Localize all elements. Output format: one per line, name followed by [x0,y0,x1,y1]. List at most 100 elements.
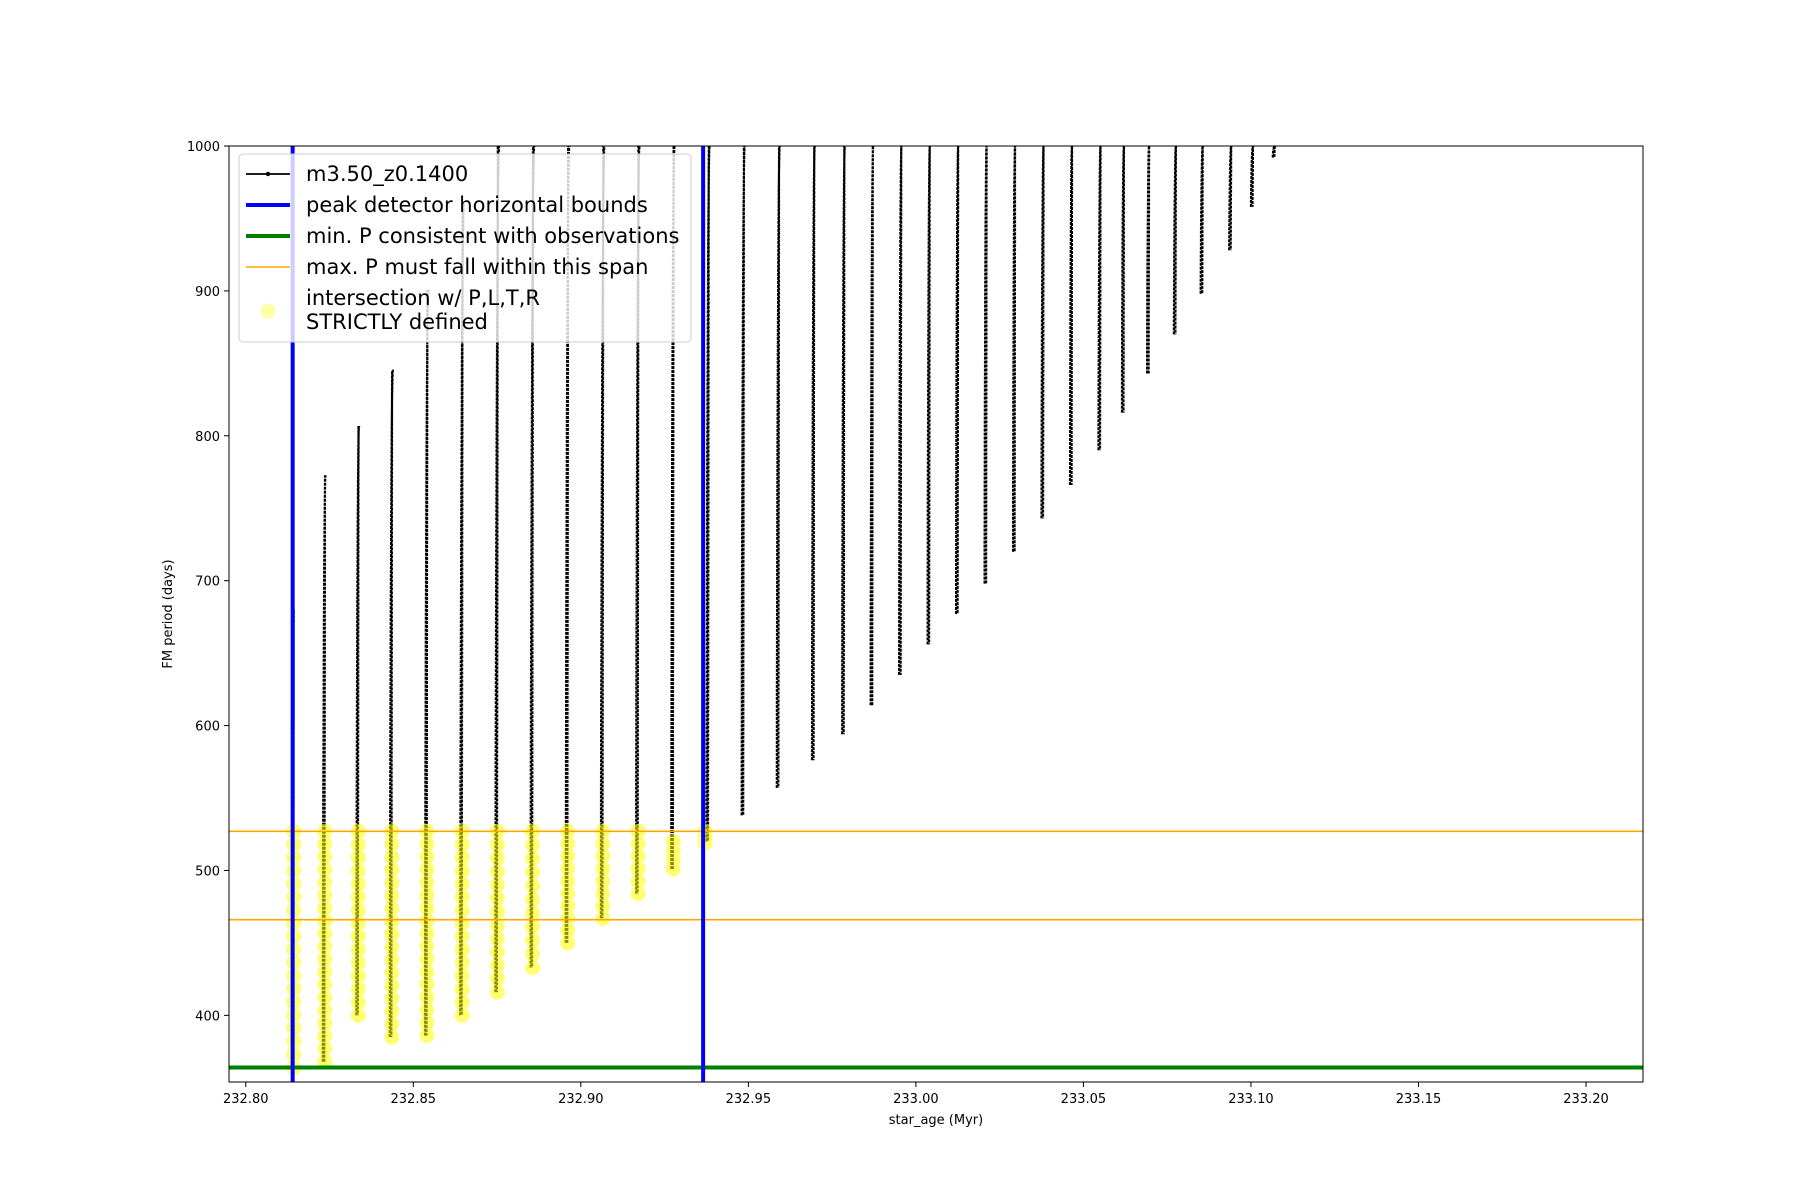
intersection-point [419,1028,435,1044]
intersection-point [419,836,435,852]
intersection-point [419,1015,435,1031]
y-tick-label-2: 600 [195,720,220,735]
intersection-point [454,902,470,918]
intersection-point [595,848,611,864]
intersection-point [317,1028,333,1044]
intersection-point [525,932,541,948]
intersection-point [317,990,333,1006]
legend-label-1: peak detector horizontal bounds [306,193,648,217]
intersection-point [525,960,541,975]
pulse-line-28 [1172,146,1178,335]
intersection-point [384,939,400,955]
intersection-point [419,913,435,929]
y-tick-label-4: 800 [195,430,220,445]
intersection-point [350,915,366,931]
intersection-point [489,837,505,853]
intersection-point [317,1003,333,1018]
intersection-point [489,931,505,947]
intersection-point [384,849,400,865]
intersection-point [630,836,646,852]
y-tick-label-6: 1000 [187,140,220,155]
intersection-point [350,955,366,971]
pulse-line-32 [1271,146,1276,158]
intersection-point [350,863,366,879]
intersection-cluster-10 [630,823,646,902]
intersection-point [630,848,646,864]
intersection-point [419,874,435,890]
intersection-point [489,957,505,973]
intersection-point [454,876,470,892]
intersection-point [350,876,366,892]
intersection-point [489,944,505,960]
intersection-point [595,873,611,889]
intersection-point [317,875,333,890]
intersection-point [350,994,366,1010]
intersection-point [317,977,333,993]
intersection-point [454,837,470,852]
pulse-line-12 [705,146,711,842]
plot-frame [228,145,1644,1083]
intersection-point [595,885,611,901]
intersection-point [560,836,576,852]
intersection-point [630,861,646,877]
intersection-point [489,850,505,866]
legend-label-4: intersection w/ P,L,T,R [306,286,540,310]
axis-ticks: 232.80 232.85 232.90 232.95 233.00 233.05 233.… [187,140,1609,1107]
x-tick-label-5: 233.05 [1061,1092,1107,1107]
pulse-line-15 [810,146,816,761]
legend-handle-4 [260,303,276,319]
intersection-point [525,905,541,921]
x-tick-label-0: 232.80 [223,1092,269,1107]
intersection-point [560,935,576,951]
intersection-point [595,861,611,877]
intersection-cluster-1 [317,823,333,1070]
x-tick-label-1: 232.85 [391,1092,437,1107]
intersection-point [454,889,470,905]
intersection-point [525,864,541,880]
pulse-line-23 [1040,146,1045,519]
x-tick-label-3: 232.95 [726,1092,772,1107]
intersection-point [317,900,333,916]
intersection-cluster-2 [350,823,366,1023]
intersection-point [350,850,366,866]
intersection-point [384,991,400,1006]
intersection-point [560,910,576,926]
intersection-point [317,849,333,865]
intersection-point [489,904,505,920]
plot-data [229,146,1643,1082]
intersection-point [350,929,366,944]
intersection-point [595,836,611,852]
pulse-line-8 [564,146,571,943]
intersection-point [525,891,541,907]
intersection-point [317,862,333,878]
intersection-point [454,929,470,944]
intersection-point [454,968,470,984]
intersection-point [454,863,470,879]
legend-box [238,153,692,343]
intersection-point [630,886,646,902]
intersection-point [384,952,400,968]
pulse-line-3 [388,369,395,1038]
legend-label-4-line2: STRICTLY defined [306,310,488,334]
intersection-point [384,888,400,904]
intersection-point [384,1016,400,1032]
pulse-line-31 [1249,146,1255,207]
intersection-point [317,887,333,903]
intersection-point [419,926,435,941]
intersection-point [317,836,333,852]
intersection-point [350,981,366,997]
pulse-line-24 [1068,146,1074,486]
intersection-point [419,862,435,878]
x-axis-label: star_age (Myr) [889,1113,983,1128]
intersection-cluster-6 [489,823,505,1000]
pulse-line-11 [670,146,676,869]
legend-label-3: max. P must fall within this span [306,255,648,279]
intersection-point [560,848,576,864]
intersection-point [350,889,366,905]
intersection-point [454,1007,470,1023]
intersection-point [350,968,366,984]
intersection-cluster-7 [525,823,541,975]
intersection-point [560,923,576,938]
pulse-line-21 [983,146,988,584]
